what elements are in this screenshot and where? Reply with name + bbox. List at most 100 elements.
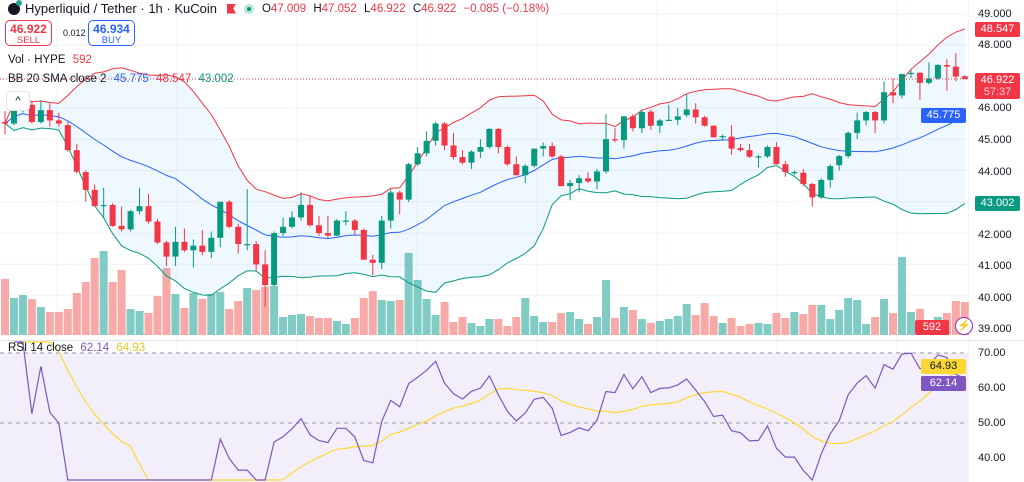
candle-body	[952, 66, 959, 77]
candle-body	[468, 151, 475, 163]
volume-bar	[826, 319, 835, 335]
candle-body	[163, 242, 170, 257]
volume-bar	[745, 324, 754, 335]
bb-upper-line	[4, 28, 965, 202]
volume-bar	[485, 319, 494, 335]
volume-bar	[225, 309, 234, 335]
candle-body	[244, 244, 251, 246]
rsi-legend[interactable]: RSI 14 close 62.14 64.93	[8, 342, 149, 354]
volume-bar	[898, 257, 906, 335]
volume-bar	[467, 323, 476, 335]
sell-button[interactable]: 46.922 SELL	[5, 20, 52, 46]
candle-body	[486, 128, 493, 148]
candle-body	[746, 150, 753, 157]
volume-bar	[404, 253, 413, 335]
candle-body	[701, 117, 708, 126]
market-open-dot-icon	[243, 3, 254, 14]
low-value: 46.922	[370, 2, 406, 15]
volume-bar	[772, 313, 781, 335]
bollinger-bands	[4, 28, 966, 296]
candle-body	[217, 201, 224, 238]
volume-bar	[799, 314, 808, 335]
volume-bar	[45, 312, 54, 335]
high-value: 47.052	[321, 2, 357, 15]
volume-bar	[844, 298, 853, 335]
candle-body	[369, 259, 376, 263]
candle-body	[235, 226, 242, 245]
volume-bar	[27, 299, 36, 335]
candle-body	[127, 211, 134, 230]
volume-bar	[189, 293, 198, 335]
candle-body	[549, 146, 556, 157]
chart-header: Hyperliquid / Tether · 1h · KuCoin O47.0…	[8, 0, 553, 16]
candle-body	[37, 110, 44, 122]
collapse-legend-button[interactable]: ^	[6, 91, 30, 111]
candle-body	[208, 237, 215, 252]
bb-lower-line	[4, 123, 966, 296]
volume-bar	[619, 307, 628, 335]
candle-body	[405, 164, 412, 200]
volume-bar	[449, 322, 458, 335]
volume-bar	[36, 307, 45, 335]
volume-bar	[700, 303, 709, 335]
rsi-line	[14, 341, 966, 482]
volume-bar	[754, 323, 763, 335]
candle-body	[513, 164, 520, 176]
candle-body	[602, 139, 609, 172]
volume-bar	[99, 251, 108, 335]
bb-basis-line	[4, 113, 966, 240]
candle-body	[333, 220, 340, 236]
volume-bar	[386, 301, 395, 335]
lightning-icon[interactable]: ⚡	[955, 317, 973, 335]
volume-bar	[512, 317, 521, 335]
candle-body	[495, 128, 502, 148]
candle-body	[845, 132, 852, 157]
sell-label: SELL	[16, 35, 41, 46]
volume-legend[interactable]: Vol · HYPE 592	[8, 54, 96, 66]
volume-bar	[727, 318, 736, 335]
candle-body	[881, 92, 888, 121]
candle-body	[809, 183, 816, 198]
bb-lower-value: 43.002	[198, 73, 234, 85]
sell-price: 46.922	[10, 22, 47, 36]
candle-body	[351, 220, 358, 230]
volume-bar	[305, 316, 314, 335]
volume-bar	[359, 298, 368, 335]
candle-body	[863, 111, 870, 121]
volume-bar	[817, 305, 826, 335]
rsi-ma-tag: 64.93	[921, 359, 966, 374]
candle-body	[611, 139, 618, 141]
buy-button[interactable]: 46.934 BUY	[88, 20, 135, 46]
volume-bar	[171, 294, 180, 335]
rsi-ma-legend-value: 64.93	[116, 342, 146, 354]
candle-body	[91, 189, 98, 207]
volume-bar	[341, 324, 350, 335]
candle-body	[674, 116, 681, 120]
change-value: −0.085 (−0.18%)	[463, 2, 550, 15]
volume-bar	[297, 314, 306, 335]
spread-value: 0.012	[63, 28, 86, 38]
candle-body	[827, 166, 834, 180]
rsi-legend-label: RSI 14 close	[8, 342, 74, 354]
price-tick: 49.000	[978, 8, 1012, 20]
candle-body	[82, 172, 89, 190]
volume-bar	[54, 312, 63, 335]
candle-body	[890, 92, 897, 96]
buy-label: BUY	[101, 35, 122, 46]
symbol-title[interactable]: Hyperliquid / Tether · 1h · KuCoin	[25, 1, 217, 16]
price-tick: 46.000	[978, 102, 1012, 114]
rsi-band-background	[0, 353, 968, 482]
volume-bar	[368, 291, 377, 335]
flag-icon[interactable]	[226, 3, 236, 14]
volume-bar	[162, 268, 171, 335]
candle-body	[360, 229, 367, 260]
bb-legend[interactable]: BB 20 SMA close 2 45.775 48.547 43.002	[8, 73, 238, 85]
volume-bar	[440, 302, 449, 335]
candle-body	[558, 156, 565, 187]
volume-bar	[718, 323, 727, 335]
bb-legend-label: BB 20 SMA close 2	[8, 73, 107, 85]
volume-bar	[198, 299, 207, 335]
candle-body	[943, 65, 950, 67]
bb-lower-tag: 43.002	[975, 196, 1020, 211]
